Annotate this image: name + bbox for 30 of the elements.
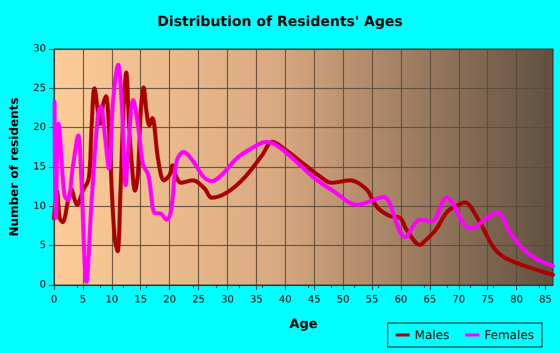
x-tick-label: 25 (192, 294, 205, 306)
y-tick-label: 30 (33, 44, 46, 54)
x-tick-label: 65 (423, 294, 436, 306)
x-tick-label: 40 (278, 294, 292, 306)
x-tick-label: 5 (80, 294, 86, 306)
x-tick-label: 50 (336, 294, 350, 306)
y-tick-label: 25 (33, 82, 46, 94)
x-tick-label: 10 (105, 294, 118, 306)
y-tick-label: 0 (40, 280, 46, 290)
x-tick-label: 20 (163, 294, 176, 306)
y-tick-label: 15 (33, 162, 46, 172)
x-axis-title: Age (289, 317, 318, 332)
x-tick-label: 85 (539, 294, 552, 306)
y-tick-label: 10 (33, 200, 46, 212)
x-tick-label: 0 (50, 294, 58, 306)
x-tick-label: 15 (134, 294, 148, 306)
x-tick-label: 80 (510, 294, 523, 306)
x-tick-label: 45 (308, 294, 321, 306)
x-tick-label: 60 (394, 294, 408, 306)
chart-title: Distribution of Residents' Ages (157, 14, 403, 30)
x-tick-label: 55 (366, 294, 378, 306)
y-tick-label: 20 (33, 122, 46, 134)
legend-label: Males (414, 328, 450, 342)
x-tick-label: 35 (250, 294, 263, 306)
y-axis-title: Number of residents (7, 97, 21, 237)
x-tick-label: 30 (221, 294, 234, 306)
y-tick-label: 5 (40, 240, 46, 252)
legend-label: Females (484, 328, 534, 342)
x-tick-label: 70 (452, 294, 466, 306)
x-tick-label: 75 (481, 294, 494, 306)
